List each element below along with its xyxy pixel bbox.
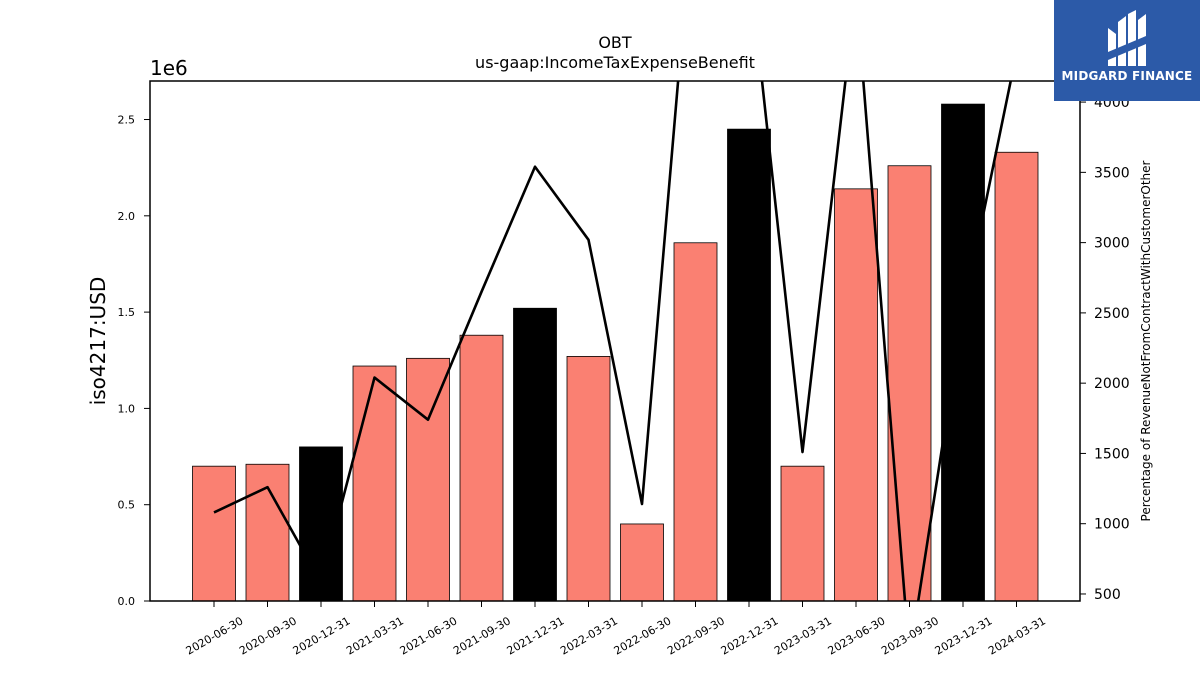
y2-tick-label: 500 [1094,587,1121,603]
x-tick-label: 2021-06-30 [398,614,460,657]
bar [620,523,664,602]
y2-tick-label: 1500 [1094,446,1130,462]
x-tick-label: 2020-09-30 [237,614,299,657]
bar [780,465,825,602]
x-tick-label: 2022-06-30 [612,614,674,657]
x-tick-label: 2023-03-31 [772,614,834,657]
y-axis-label: iso4217:USD [86,277,110,406]
y2-tick-label: 2500 [1094,306,1130,322]
bar [887,165,932,602]
midgard-finance-logo: MIDGARD FINANCE [1054,0,1200,101]
x-tick-label: 2020-12-31 [291,614,353,657]
x-tick-label: 2023-06-30 [826,614,888,657]
bar [245,463,290,602]
line-path [213,81,1013,601]
x-tick-label: 2022-09-30 [665,614,727,657]
x-tick-label: 2021-03-31 [344,614,406,657]
plot-frame [149,80,1081,602]
bar [673,242,718,602]
y2-tick-label: 1000 [1094,517,1130,533]
logo-text: MIDGARD FINANCE [1061,69,1193,83]
x-tick-label: 2022-12-31 [719,614,781,657]
y2-tick-label: 2000 [1094,376,1130,392]
x-tick-label: 2023-09-30 [879,614,941,657]
x-tick-label: 2021-09-30 [451,614,513,657]
y-tick-label: 1.0 [118,402,136,415]
y2-tick-label: 3000 [1094,236,1130,252]
line-series [213,81,1013,601]
bar [352,365,397,602]
bar [566,356,611,602]
bar [834,188,878,602]
y2-axis-label: Percentage of RevenueNotFromContractWith… [1139,160,1153,521]
bar [459,334,504,602]
y-tick-label: 0.0 [118,595,136,608]
x-tick-label: 2024-03-31 [986,614,1048,657]
axes-frame [149,80,1081,602]
bar [727,128,771,602]
bar [192,465,236,602]
chart-subtitle: us-gaap:IncomeTaxExpenseBenefit [475,53,755,72]
y-tick-label: 1.5 [118,306,136,319]
midgard-logo-icon [1108,10,1146,66]
x-tick-label: 2020-06-30 [184,614,246,657]
bar-series [192,103,1039,602]
y-tick-label: 2.0 [118,210,136,223]
bar [994,151,1039,602]
x-tick-label: 2021-12-31 [505,614,567,657]
x-tick-label: 2023-12-31 [933,614,995,657]
y-offset-label: 1e6 [150,56,188,80]
y-tick-label: 0.5 [118,499,136,512]
x-tick-label: 2022-03-31 [558,614,620,657]
chart-title: OBT [598,33,632,52]
bar [406,357,450,602]
bar [513,307,557,602]
y-tick-label: 2.5 [118,114,136,127]
bar [941,103,985,602]
y2-tick-label: 3500 [1094,165,1130,181]
